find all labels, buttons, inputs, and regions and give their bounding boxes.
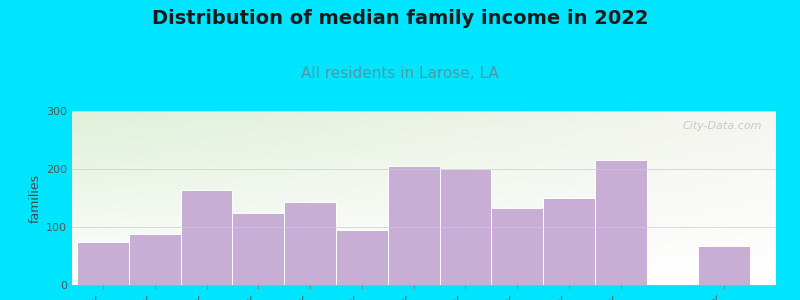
Bar bbox=[698, 246, 750, 285]
Y-axis label: families: families bbox=[29, 173, 42, 223]
Bar bbox=[284, 202, 336, 285]
Bar bbox=[439, 169, 491, 285]
Bar bbox=[595, 160, 646, 285]
Bar bbox=[543, 198, 595, 285]
Text: City-Data.com: City-Data.com bbox=[682, 122, 762, 131]
Text: Distribution of median family income in 2022: Distribution of median family income in … bbox=[152, 9, 648, 28]
Bar bbox=[77, 242, 129, 285]
Bar bbox=[233, 212, 284, 285]
Text: All residents in Larose, LA: All residents in Larose, LA bbox=[301, 66, 499, 81]
Bar bbox=[336, 230, 388, 285]
Bar bbox=[181, 190, 233, 285]
Bar bbox=[491, 208, 543, 285]
Bar bbox=[388, 166, 439, 285]
Bar bbox=[129, 234, 181, 285]
